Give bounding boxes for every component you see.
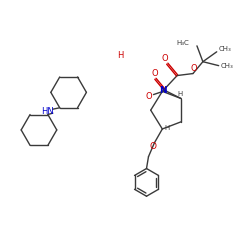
Text: O: O — [151, 69, 158, 78]
Text: H: H — [165, 125, 170, 131]
Text: CH₃: CH₃ — [219, 46, 232, 52]
Text: CH₃: CH₃ — [221, 63, 234, 69]
Text: H₃C: H₃C — [176, 40, 189, 46]
Text: O: O — [162, 54, 168, 63]
Text: HN: HN — [42, 107, 54, 116]
Text: O: O — [150, 142, 157, 151]
Text: O: O — [191, 64, 197, 73]
Text: O: O — [145, 92, 152, 101]
Text: H: H — [178, 90, 183, 96]
Text: H: H — [117, 51, 123, 60]
Text: N: N — [160, 86, 167, 95]
